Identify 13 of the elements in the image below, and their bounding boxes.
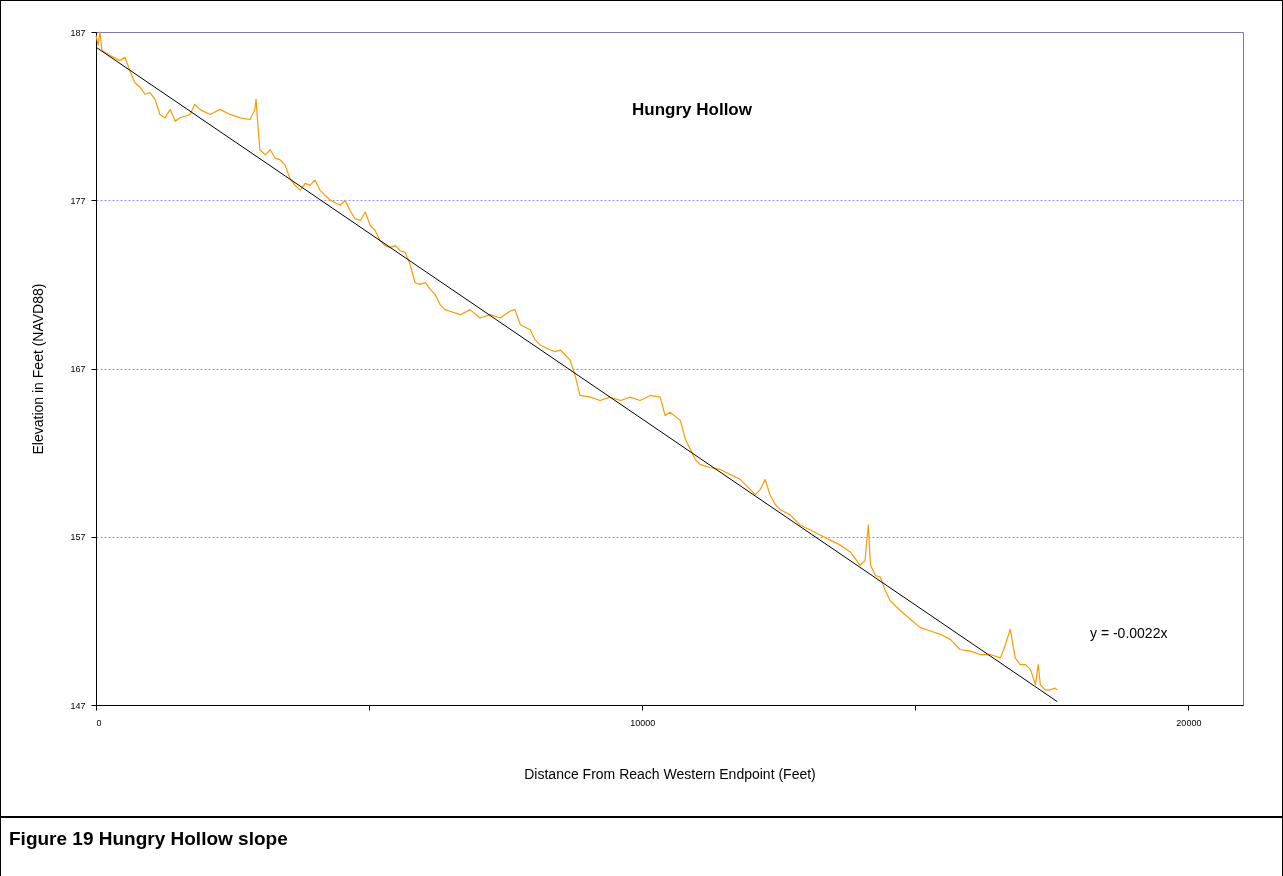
y-tick-label: 187	[70, 27, 86, 38]
y-tick-label: 167	[70, 364, 86, 374]
text: Hungry Hollow	[632, 100, 753, 119]
x-axis-title: Distance From Reach Western Endpoint (Feet)	[524, 765, 816, 782]
y-tick-label: 177	[70, 195, 86, 206]
y-axis-title: Elevation in Feet (NAVD88)	[30, 283, 47, 455]
x-tick-label: 20000	[1176, 717, 1202, 728]
y-tick-label: 147	[70, 700, 86, 711]
x-tick-label: 0	[96, 717, 102, 728]
y-tick-label: 157	[70, 532, 86, 543]
caption: Figure 19 Hungry Hollow slope	[9, 828, 288, 850]
annotation: y = -0.0022x	[1090, 625, 1168, 641]
x-tick-label: 10000	[630, 717, 656, 728]
